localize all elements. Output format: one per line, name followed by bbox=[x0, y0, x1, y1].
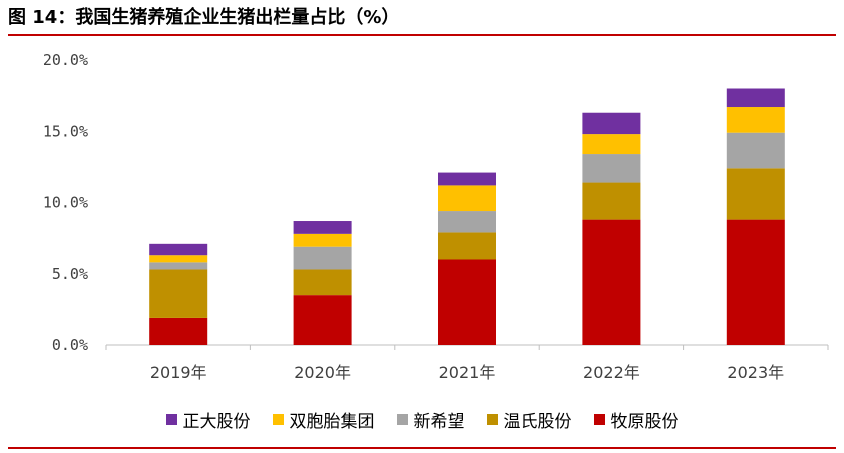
bar-segment bbox=[293, 221, 352, 234]
x-category-label: 2023年 bbox=[727, 363, 784, 382]
x-category-label: 2020年 bbox=[294, 363, 351, 382]
bar-segment bbox=[582, 112, 641, 135]
y-tick-label: 0.0% bbox=[52, 336, 88, 354]
bar-segment bbox=[438, 232, 496, 260]
legend-swatch bbox=[165, 413, 177, 425]
legend-item: 正大股份 bbox=[165, 407, 251, 432]
bar-segment bbox=[293, 295, 352, 345]
legend-swatch bbox=[486, 413, 498, 425]
x-category-label: 2022年 bbox=[583, 363, 640, 382]
bar-segment bbox=[582, 134, 641, 155]
bar-segment bbox=[726, 168, 785, 220]
bar-segment bbox=[582, 182, 641, 220]
legend-label: 牧原股份 bbox=[610, 411, 679, 432]
legend-item: 牧原股份 bbox=[593, 407, 679, 432]
legend-item: 双胞胎集团 bbox=[272, 407, 375, 432]
legend-label: 双胞胎集团 bbox=[289, 411, 375, 432]
y-tick-label: 15.0% bbox=[43, 122, 88, 140]
legend-swatch bbox=[272, 413, 284, 425]
bar-segment bbox=[293, 269, 352, 296]
bar-segment bbox=[149, 269, 208, 318]
y-tick-label: 10.0% bbox=[43, 194, 88, 212]
legend-label: 正大股份 bbox=[182, 411, 251, 432]
bar-segment bbox=[726, 107, 785, 133]
legend-label: 温氏股份 bbox=[503, 411, 572, 432]
chart-title: 图 14：我国生猪养殖企业生猪出栏量占比（%） bbox=[8, 7, 400, 28]
chart-canvas: 0.0% 5.0% 10.0% 15.0% 20.0% 2019年 2020年 2021年 20… bbox=[43, 51, 829, 382]
bar-segment bbox=[149, 243, 208, 256]
chart-legend: 正大股份 双胞胎集团 新希望 温氏股份 牧原股份 bbox=[0, 404, 844, 434]
bar-segment bbox=[726, 88, 785, 108]
x-category-label: 2019年 bbox=[150, 363, 207, 382]
title-divider bbox=[8, 34, 836, 36]
legend-item: 新希望 bbox=[396, 407, 465, 432]
bar-segment bbox=[582, 219, 641, 345]
bar-segment bbox=[149, 317, 208, 345]
bar-segment bbox=[149, 262, 208, 270]
bar-segment bbox=[726, 132, 785, 169]
bar-segment bbox=[438, 185, 496, 212]
bar-segment bbox=[726, 219, 785, 345]
bar-segment bbox=[582, 154, 641, 183]
legend-swatch bbox=[396, 413, 408, 425]
bar-segment bbox=[293, 246, 352, 270]
legend-swatch bbox=[593, 413, 605, 425]
legend-label: 新希望 bbox=[413, 411, 465, 432]
y-tick-label: 5.0% bbox=[52, 265, 88, 283]
bottom-divider bbox=[8, 447, 836, 449]
bar-segment bbox=[438, 172, 496, 186]
legend-item: 温氏股份 bbox=[486, 407, 572, 432]
x-category-label: 2021年 bbox=[439, 363, 496, 382]
bar-segment bbox=[438, 211, 496, 233]
bar-segment bbox=[293, 233, 352, 247]
bar-segment bbox=[149, 255, 208, 263]
y-tick-label: 20.0% bbox=[43, 51, 88, 69]
bar-segment bbox=[438, 259, 496, 345]
